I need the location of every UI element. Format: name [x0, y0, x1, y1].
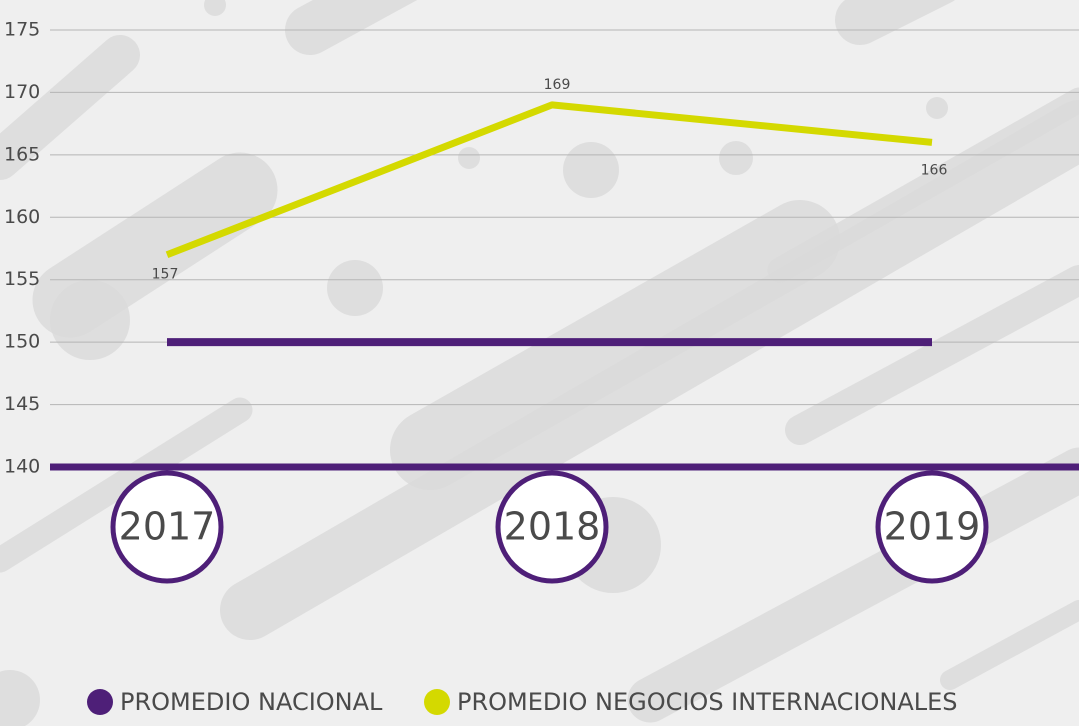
data-label: 166 — [921, 162, 948, 178]
category-circle — [110, 470, 224, 584]
legend-label: PROMEDIO NEGOCIOS INTERNACIONALES — [457, 688, 958, 716]
y-tick-label: 140 — [4, 456, 40, 478]
legend-label: PROMEDIO NACIONAL — [120, 688, 383, 716]
category-circle — [875, 470, 989, 584]
y-tick-label: 155 — [4, 268, 40, 290]
y-tick-label: 175 — [4, 19, 40, 41]
y-tick-label: 160 — [4, 206, 40, 228]
y-tick-label: 150 — [4, 331, 40, 353]
y-tick-label: 145 — [4, 393, 40, 415]
x-tick-label: 2018 — [504, 505, 601, 549]
data-label: 169 — [544, 77, 571, 93]
data-label: 157 — [152, 267, 179, 283]
x-tick-label: 2019 — [884, 505, 981, 549]
legend-swatch — [87, 689, 113, 715]
y-tick-label: 170 — [4, 81, 40, 103]
line-series — [165, 101, 933, 259]
category-circle — [495, 470, 609, 584]
x-tick-label: 2017 — [119, 505, 216, 549]
y-tick-label: 165 — [4, 143, 40, 165]
legend-swatch — [424, 689, 450, 715]
